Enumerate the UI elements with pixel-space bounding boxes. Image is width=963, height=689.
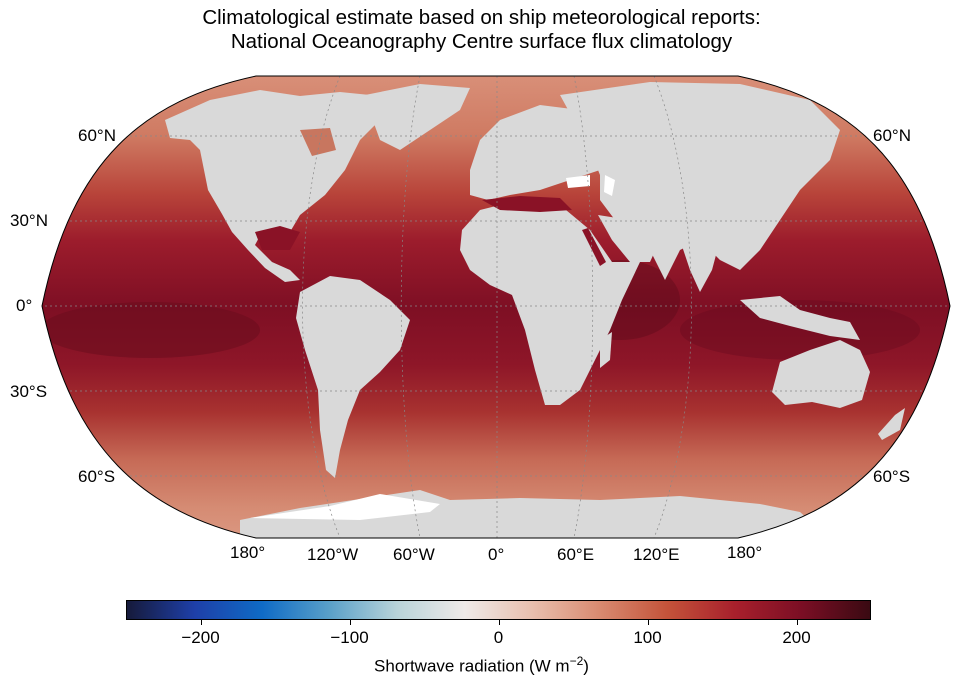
colorbar-tick-label: 200	[782, 628, 811, 647]
lon-label-0: 0°	[488, 545, 505, 564]
colorbar-tick	[200, 620, 202, 625]
south-america	[296, 276, 410, 478]
colorbar-label: Shortwave radiation (W m−2)	[0, 654, 963, 677]
asia	[560, 82, 840, 280]
colorbar-tick	[349, 620, 351, 625]
madagascar	[600, 332, 612, 368]
lat-label-30s: 30°S	[10, 382, 48, 401]
colorbar-gradient	[126, 600, 871, 620]
indo-pacific-max	[680, 300, 920, 360]
lon-label-120w: 120°W	[307, 545, 359, 564]
north-america	[165, 90, 390, 282]
caspian-sea	[604, 175, 615, 196]
colorbar-label-main: Shortwave radiation (W m	[374, 656, 570, 676]
colorbar-tick-label: −200	[181, 628, 220, 647]
lat-label-60n-right: 60°N	[873, 126, 911, 145]
europe	[470, 105, 610, 200]
antarctic-ice	[250, 494, 440, 520]
colorbar-label-exponent: −2	[569, 654, 584, 668]
hudson-bay	[300, 128, 336, 156]
colorbar-tick-label: −100	[330, 628, 369, 647]
lat-label-equator: 0°	[16, 296, 33, 315]
lon-label-180-right: 180°	[727, 543, 763, 562]
lat-label-30n: 30°N	[10, 211, 48, 230]
black-sea	[566, 175, 590, 188]
lat-label-60s-left: 60°S	[78, 467, 116, 486]
lat-label-60s-right: 60°S	[873, 467, 911, 486]
colorbar-tick	[647, 620, 649, 625]
map-figure	[41, 75, 951, 539]
lon-label-60w: 60°W	[393, 545, 435, 564]
gulf-of-mexico	[255, 226, 300, 250]
colorbar-tick	[498, 620, 500, 625]
arabia	[598, 215, 660, 262]
chart-title: Climatological estimate based on ship me…	[0, 6, 963, 54]
colorbar-tick	[796, 620, 798, 625]
lat-label-60n-left: 60°N	[78, 126, 116, 145]
red-sea	[582, 228, 606, 266]
lon-label-180-left: 180°	[230, 543, 266, 562]
lon-label-120e: 120°E	[633, 545, 680, 564]
mediterranean	[482, 196, 572, 212]
title-line-1: Climatological estimate based on ship me…	[202, 6, 761, 29]
greenland	[360, 84, 470, 150]
graticule	[42, 76, 950, 538]
colorbar-label-close: )	[583, 656, 589, 676]
pacific-max	[42, 302, 260, 358]
maritime-continent	[740, 296, 860, 340]
title-line-2: National Oceanography Centre surface flu…	[230, 30, 733, 53]
map-body	[42, 76, 950, 538]
new-zealand	[878, 408, 905, 440]
colorbar-tick-label: 100	[633, 628, 662, 647]
lon-label-60e: 60°E	[557, 545, 595, 564]
colorbar-tick-label: 0	[493, 628, 504, 647]
colorbar	[126, 600, 871, 625]
